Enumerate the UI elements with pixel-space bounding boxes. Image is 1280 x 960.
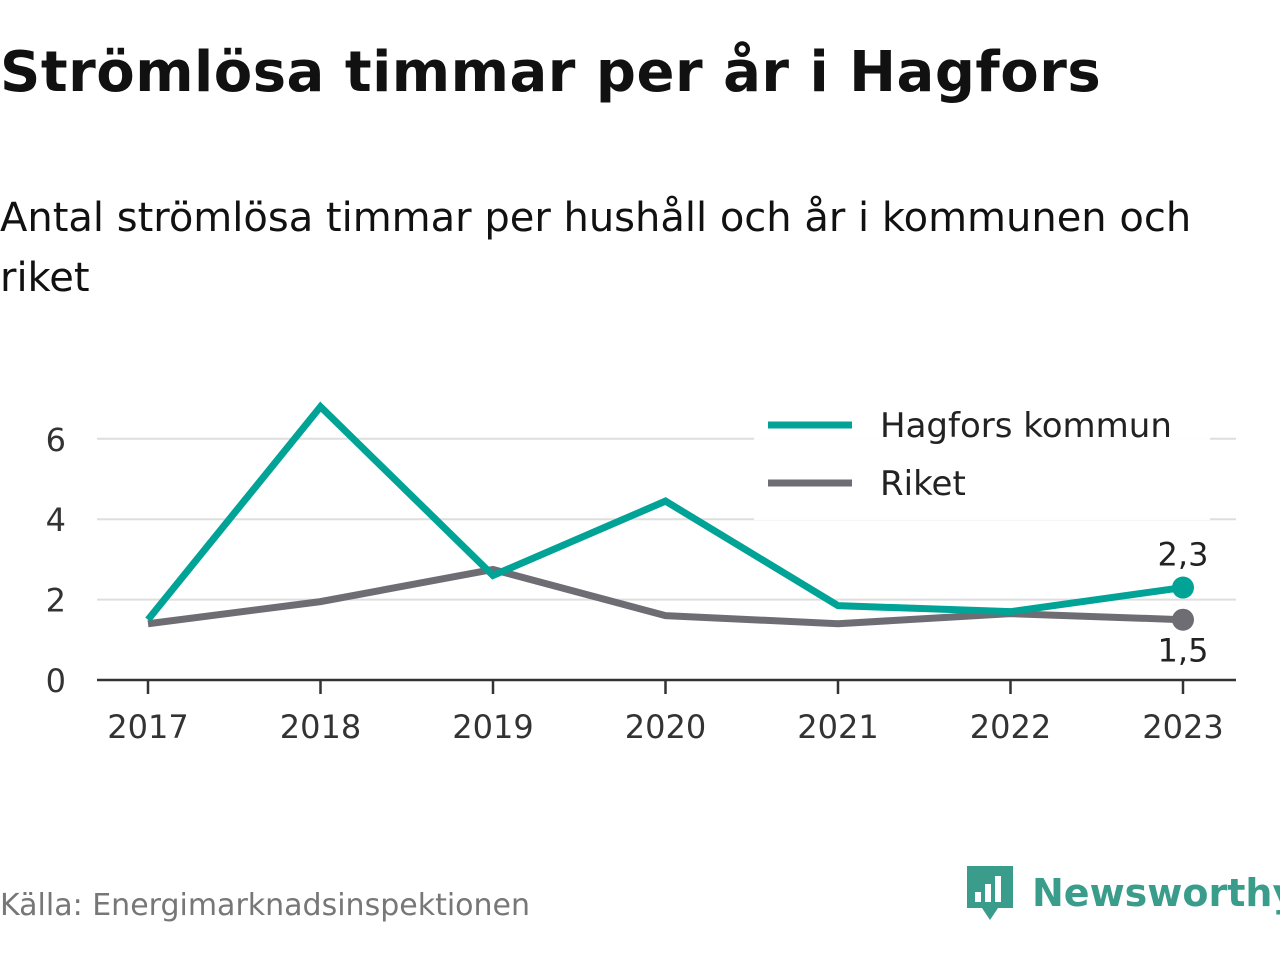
legend-label: Hagfors kommun <box>880 406 1172 446</box>
source-note: Källa: Energimarknadsinspektionen <box>0 888 531 923</box>
x-tick-label: 2020 <box>625 708 706 746</box>
series-line <box>145 401 1184 622</box>
x-tick-label: 2019 <box>452 708 533 746</box>
x-tick-label: 2023 <box>1142 708 1223 746</box>
y-tick-label: 0 <box>46 662 66 700</box>
brand-name: Newsworthy <box>1032 871 1280 915</box>
brand-logo[interactable]: Newsworthy <box>964 864 1280 922</box>
series-end-point <box>1172 608 1194 631</box>
x-tick-label: 2021 <box>797 708 878 746</box>
series-line <box>147 565 1184 628</box>
legend-label: Riket <box>880 464 966 504</box>
x-tick-label: 2022 <box>970 708 1051 746</box>
x-tick-label: 2017 <box>107 708 188 746</box>
y-tick-label: 6 <box>46 421 66 459</box>
chart-title: Strömlösa timmar per år i Hagfors <box>0 40 1102 105</box>
y-tick-label: 4 <box>46 501 66 539</box>
series-end-label: 1,5 <box>1158 632 1209 670</box>
series-end-point <box>1172 576 1194 599</box>
series-end-label: 2,3 <box>1158 536 1209 574</box>
y-tick-label: 2 <box>46 582 66 620</box>
newsworthy-logo-icon <box>967 866 1013 920</box>
x-tick-label: 2018 <box>280 708 361 746</box>
chart-subtitle: Antal strömlösa timmar per hushåll och å… <box>0 195 1192 301</box>
